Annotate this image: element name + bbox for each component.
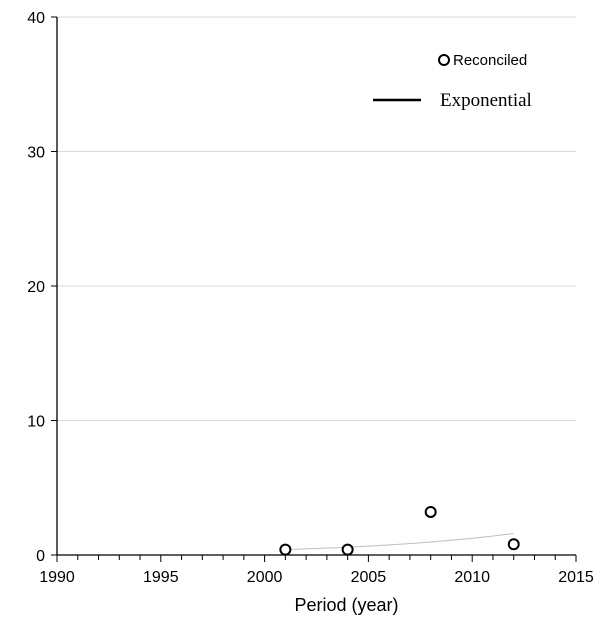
x-axis-title: Period (year)	[294, 595, 398, 615]
y-tick-label-0: 0	[36, 548, 45, 565]
data-point-reconciled-2001	[279, 543, 292, 556]
y-tick-label-40: 40	[27, 10, 45, 27]
y-tick-label-20: 20	[27, 279, 45, 296]
x-tick-label-2005: 2005	[351, 569, 387, 586]
legend-label-reconciled: Reconciled	[453, 52, 527, 69]
x-tick-label-1995: 1995	[143, 569, 179, 586]
data-point-reconciled-2008	[424, 505, 437, 518]
ticks	[51, 16, 577, 562]
x-tick-label-2010: 2010	[454, 569, 490, 586]
x-tick-label-2015: 2015	[558, 569, 594, 586]
plot-area	[279, 505, 520, 556]
gridlines	[57, 16, 576, 421]
legend: Reconciled Exponential	[373, 52, 532, 111]
data-point-reconciled-2012	[507, 538, 520, 551]
tick-labels: 0 10 20 30 40 1990 1995 2000 2005 2010 2015	[27, 10, 594, 586]
legend-label-exponential: Exponential	[440, 90, 532, 111]
y-tick-label-10: 10	[27, 414, 45, 431]
x-tick-label-2000: 2000	[247, 569, 283, 586]
y-tick-label-30: 30	[27, 145, 45, 162]
trendline-exponential	[285, 533, 514, 551]
x-tick-label-1990: 1990	[39, 569, 75, 586]
legend-marker-reconciled	[438, 54, 450, 66]
data-point-reconciled-2004	[341, 543, 354, 556]
